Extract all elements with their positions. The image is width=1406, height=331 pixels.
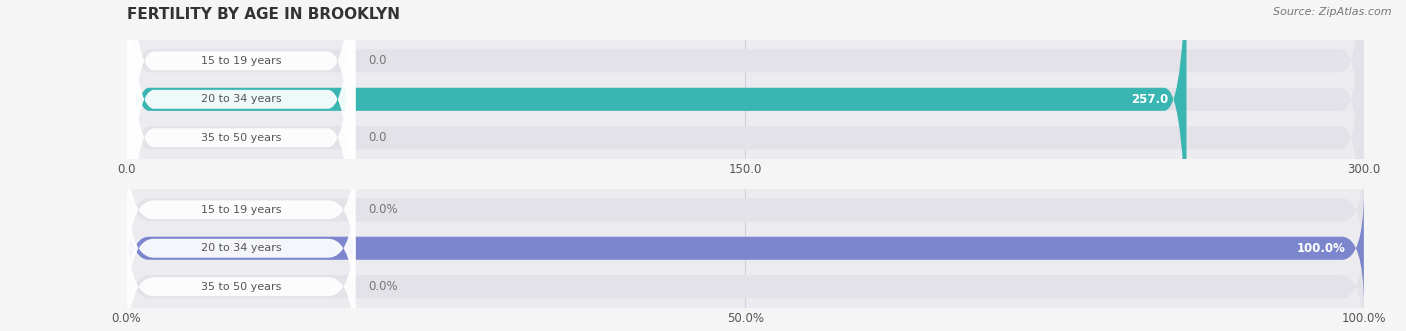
FancyBboxPatch shape (127, 212, 356, 331)
Text: 15 to 19 years: 15 to 19 years (201, 56, 281, 66)
FancyBboxPatch shape (127, 191, 1364, 306)
FancyBboxPatch shape (127, 135, 356, 285)
FancyBboxPatch shape (127, 229, 1364, 331)
FancyBboxPatch shape (127, 173, 356, 323)
Text: FERTILITY BY AGE IN BROOKLYN: FERTILITY BY AGE IN BROOKLYN (127, 7, 399, 22)
Text: 0.0%: 0.0% (368, 203, 398, 216)
Text: 0.0%: 0.0% (368, 280, 398, 293)
Text: 20 to 34 years: 20 to 34 years (201, 243, 281, 253)
Text: 100.0%: 100.0% (1296, 242, 1346, 255)
Text: 0.0: 0.0 (368, 54, 387, 68)
Text: 0.0: 0.0 (368, 131, 387, 144)
Text: 257.0: 257.0 (1130, 93, 1168, 106)
FancyBboxPatch shape (127, 152, 1364, 267)
FancyBboxPatch shape (127, 0, 356, 331)
FancyBboxPatch shape (127, 0, 356, 331)
FancyBboxPatch shape (127, 0, 356, 305)
FancyBboxPatch shape (127, 191, 1364, 306)
Text: 20 to 34 years: 20 to 34 years (201, 94, 281, 104)
FancyBboxPatch shape (127, 0, 1364, 257)
Text: 35 to 50 years: 35 to 50 years (201, 282, 281, 292)
FancyBboxPatch shape (127, 0, 1187, 295)
Text: 15 to 19 years: 15 to 19 years (201, 205, 281, 215)
Text: Source: ZipAtlas.com: Source: ZipAtlas.com (1274, 7, 1392, 17)
FancyBboxPatch shape (127, 0, 1364, 331)
FancyBboxPatch shape (127, 0, 1364, 295)
Text: 35 to 50 years: 35 to 50 years (201, 133, 281, 143)
